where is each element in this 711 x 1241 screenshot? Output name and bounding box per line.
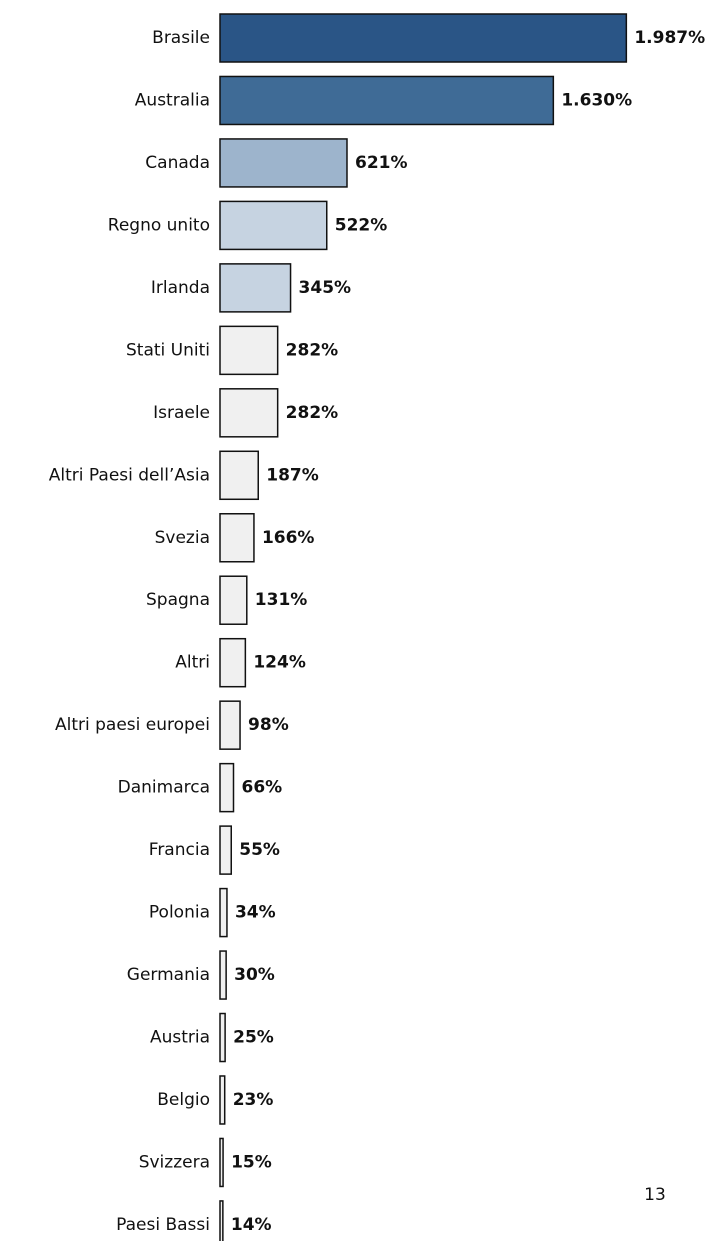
category-label: Altri Paesi dell’Asia — [49, 465, 210, 485]
category-label: Paesi Bassi — [116, 1215, 210, 1235]
value-label: 23% — [233, 1090, 274, 1110]
value-label: 98% — [248, 715, 289, 735]
bar — [219, 263, 292, 313]
category-label: Spagna — [146, 590, 210, 610]
value-label: 282% — [286, 340, 339, 360]
category-label: Svezia — [155, 528, 210, 548]
value-label: 66% — [241, 778, 282, 798]
bar — [219, 450, 259, 501]
category-label: Polonia — [149, 903, 210, 923]
bar — [219, 1137, 224, 1188]
bar — [219, 637, 247, 688]
bar — [219, 825, 232, 875]
category-label: Irlanda — [151, 278, 210, 298]
bar — [219, 575, 248, 625]
value-label: 25% — [233, 1028, 274, 1048]
page-number: 13 — [644, 1185, 666, 1205]
bar — [219, 762, 235, 813]
value-label: 30% — [234, 965, 275, 985]
category-label: Regno unito — [108, 215, 210, 235]
bar — [219, 200, 328, 251]
value-label: 34% — [235, 903, 276, 923]
value-label: 15% — [231, 1152, 272, 1172]
category-label: Stati Uniti — [126, 340, 210, 360]
category-label: Svizzera — [139, 1152, 210, 1172]
value-label: 282% — [286, 403, 339, 423]
bar — [219, 950, 227, 1000]
bar — [219, 388, 279, 438]
value-label: 345% — [299, 278, 352, 298]
category-label: Danimarca — [118, 778, 210, 798]
category-label: Germania — [127, 965, 210, 985]
bar — [219, 1075, 226, 1125]
bar — [219, 700, 241, 750]
value-label: 14% — [231, 1215, 272, 1235]
category-label: Israele — [153, 403, 210, 423]
value-label: 124% — [253, 653, 306, 673]
value-label: 1.630% — [561, 90, 632, 110]
category-label: Altri paesi europei — [55, 715, 210, 735]
bar — [219, 138, 348, 188]
category-label: Australia — [135, 90, 210, 110]
bar — [219, 887, 228, 938]
value-label: 55% — [239, 840, 280, 860]
category-label: Brasile — [152, 28, 210, 48]
value-label: 1.987% — [634, 28, 705, 48]
bar — [219, 513, 255, 563]
bar — [219, 1200, 224, 1241]
value-label: 621% — [355, 153, 408, 173]
category-label: Altri — [175, 653, 210, 673]
value-label: 187% — [266, 465, 319, 485]
value-label: 166% — [262, 528, 315, 548]
category-label: Canada — [145, 153, 210, 173]
category-label: Austria — [150, 1028, 210, 1048]
bar — [219, 13, 628, 63]
value-label: 522% — [335, 215, 388, 235]
category-label: Francia — [149, 840, 210, 860]
category-label: Belgio — [157, 1090, 210, 1110]
value-label: 131% — [255, 590, 308, 610]
bar — [219, 325, 279, 376]
bar — [219, 1012, 226, 1063]
bar — [219, 75, 555, 126]
